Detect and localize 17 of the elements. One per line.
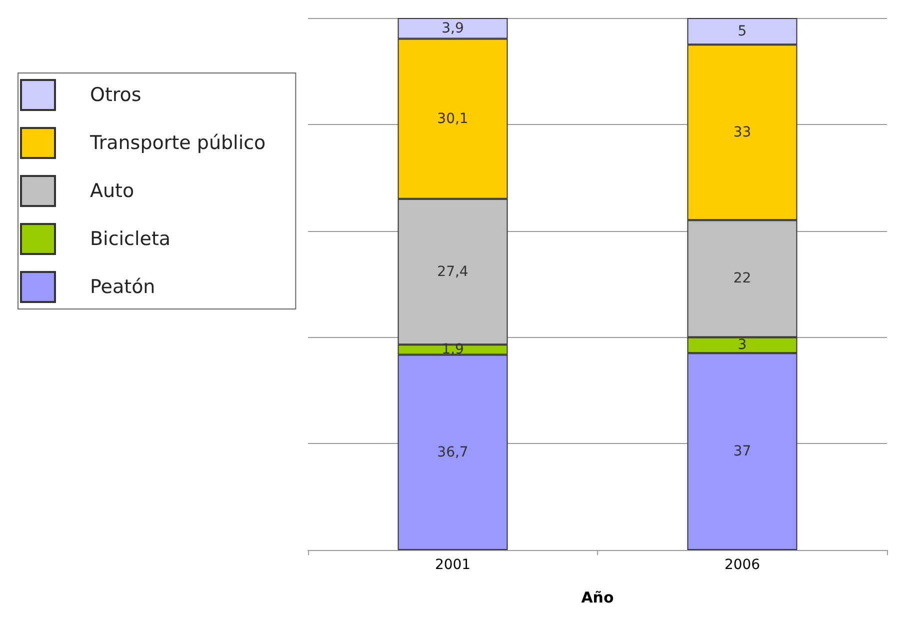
legend-label: Auto — [90, 180, 134, 202]
data-label: 3,9 — [442, 20, 464, 36]
data-label: 5 — [738, 23, 747, 40]
data-label: 22 — [733, 270, 752, 287]
data-label: 27,4 — [437, 264, 468, 280]
data-label: 37 — [733, 444, 752, 460]
legend-label: Transporte público — [89, 132, 266, 154]
data-label: 33 — [733, 124, 752, 140]
x-tick-label: 2001 — [434, 557, 471, 573]
data-label: 3 — [738, 337, 747, 354]
legend-label: Bicicleta — [90, 228, 171, 250]
x-axis-title: Año — [581, 588, 614, 606]
legend-label: Peatón — [90, 276, 156, 298]
data-label: 36,7 — [437, 444, 468, 460]
data-label: 30,1 — [437, 110, 468, 127]
legend-label: Otros — [90, 84, 142, 106]
x-tick-label: 2006 — [724, 557, 760, 573]
